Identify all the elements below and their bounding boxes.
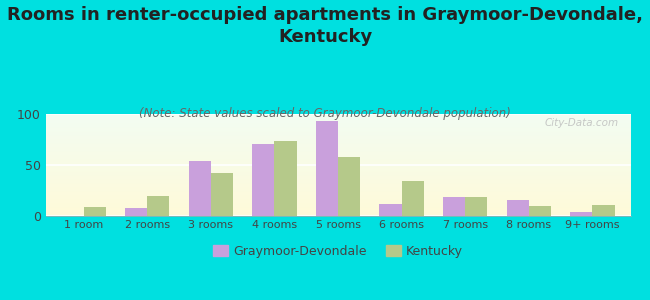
Bar <box>506 200 528 216</box>
Text: Rooms in renter-occupied apartments in Graymoor-Devondale,
Kentucky: Rooms in renter-occupied apartments in G… <box>7 6 643 46</box>
Bar <box>380 204 402 216</box>
Bar <box>252 144 274 216</box>
Bar <box>465 196 488 216</box>
Bar <box>570 212 592 216</box>
Bar <box>84 207 106 216</box>
Text: City-Data.com: City-Data.com <box>545 118 619 128</box>
Bar <box>443 196 465 216</box>
Bar <box>188 161 211 216</box>
Bar <box>592 205 615 216</box>
Bar <box>528 206 551 216</box>
Bar <box>274 140 296 216</box>
Text: (Note: State values scaled to Graymoor-Devondale population): (Note: State values scaled to Graymoor-D… <box>139 106 511 119</box>
Bar <box>402 181 424 216</box>
Bar <box>316 121 338 216</box>
Bar <box>211 173 233 216</box>
Bar <box>125 208 148 216</box>
Legend: Graymoor-Devondale, Kentucky: Graymoor-Devondale, Kentucky <box>209 240 467 263</box>
Bar <box>148 196 170 216</box>
Bar <box>338 157 360 216</box>
